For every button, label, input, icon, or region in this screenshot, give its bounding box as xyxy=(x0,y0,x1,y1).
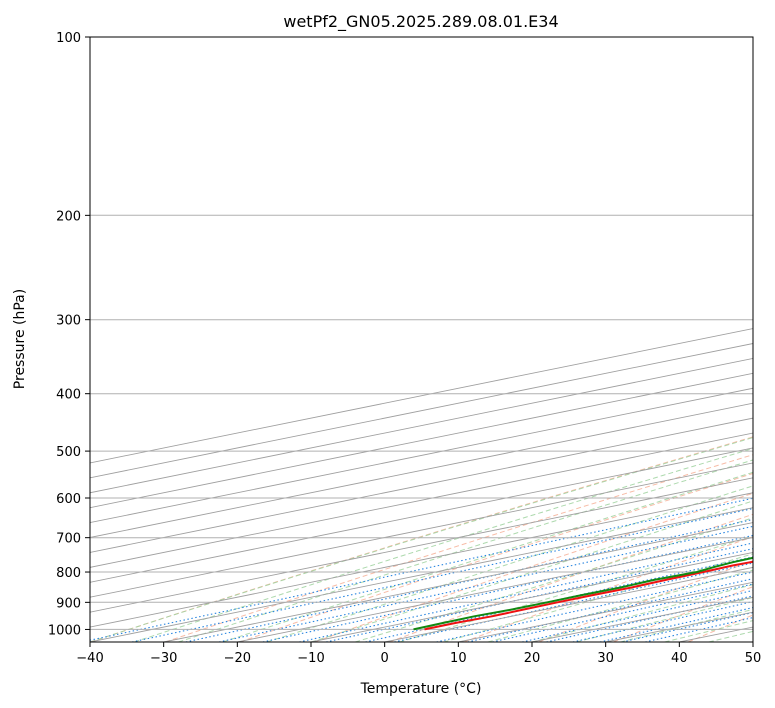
dry-adiabat xyxy=(239,472,753,642)
pressure-gridlines xyxy=(90,37,753,630)
moist-adiabat xyxy=(266,485,753,642)
x-tick-label: −20 xyxy=(224,651,251,666)
dry-adiabat xyxy=(389,513,753,642)
moist-adiabat xyxy=(134,447,753,642)
x-tick-label: 20 xyxy=(524,651,541,666)
dry-adiabat xyxy=(538,560,753,642)
y-tick-label: 900 xyxy=(56,596,81,611)
axes: −40 −30 −20 −10 0 10 20 30 40 50 100 200 300 400 500 60… xyxy=(48,31,761,666)
y-tick-label: 500 xyxy=(56,445,81,460)
isotherm-line xyxy=(237,537,753,642)
isotherm-line xyxy=(163,522,753,642)
y-tick-label: 200 xyxy=(56,209,81,224)
x-tick-label: −40 xyxy=(76,651,103,666)
x-tick-label: 40 xyxy=(671,651,688,666)
chart-title: wetPf2_GN05.2025.289.08.01.E34 xyxy=(283,12,558,32)
x-tick-label: −10 xyxy=(297,651,324,666)
y-axis-label: Pressure (hPa) xyxy=(12,289,28,389)
isotherm-line xyxy=(90,417,753,553)
dry-adiabat xyxy=(165,454,753,642)
mixing-ratio-line xyxy=(492,583,753,642)
moist-adiabat xyxy=(90,437,753,642)
isotherm-line xyxy=(90,477,753,613)
mixing-ratio-line xyxy=(436,571,753,642)
dry-adiabat xyxy=(90,436,753,642)
mixing-ratio-line xyxy=(365,556,753,642)
moist-adiabat xyxy=(487,569,753,642)
dry-adiabats xyxy=(90,436,753,642)
y-tick-label: 400 xyxy=(56,388,81,403)
x-tick-label: 10 xyxy=(450,651,467,666)
y-tick-label: 300 xyxy=(56,314,81,329)
moist-adiabat xyxy=(576,596,753,642)
dewpoint-line xyxy=(413,556,753,631)
x-axis-label: Temperature (°C) xyxy=(360,681,482,697)
dry-adiabat xyxy=(613,586,753,642)
x-tick-label: 50 xyxy=(745,651,762,666)
plot-area: 0.10.20.40.611.52346810131620253036-100-… xyxy=(90,37,753,642)
moist-adiabat xyxy=(355,517,753,642)
isotherm-line xyxy=(90,447,753,583)
x-tick-label: 0 xyxy=(381,651,389,666)
temperature-line xyxy=(424,560,753,631)
isotherm-line xyxy=(90,328,753,464)
y-tick-label: 1000 xyxy=(48,623,81,638)
x-tick-label: −30 xyxy=(150,651,177,666)
isotherm-line xyxy=(90,492,753,628)
isotherm-line xyxy=(90,507,753,642)
profile-series xyxy=(413,556,753,631)
isotherms xyxy=(90,328,753,642)
isotherm-line xyxy=(90,462,753,598)
y-tick-label: 700 xyxy=(56,532,81,547)
isotherm-line xyxy=(90,432,753,568)
mixing-ratio-line xyxy=(90,497,753,641)
plot-frame xyxy=(89,36,754,643)
y-tick-label: 100 xyxy=(56,31,81,46)
x-tick-label: 30 xyxy=(597,651,614,666)
mixing-ratio-line xyxy=(218,525,753,642)
y-tick-label: 600 xyxy=(56,492,81,507)
y-tick-label: 800 xyxy=(56,566,81,581)
